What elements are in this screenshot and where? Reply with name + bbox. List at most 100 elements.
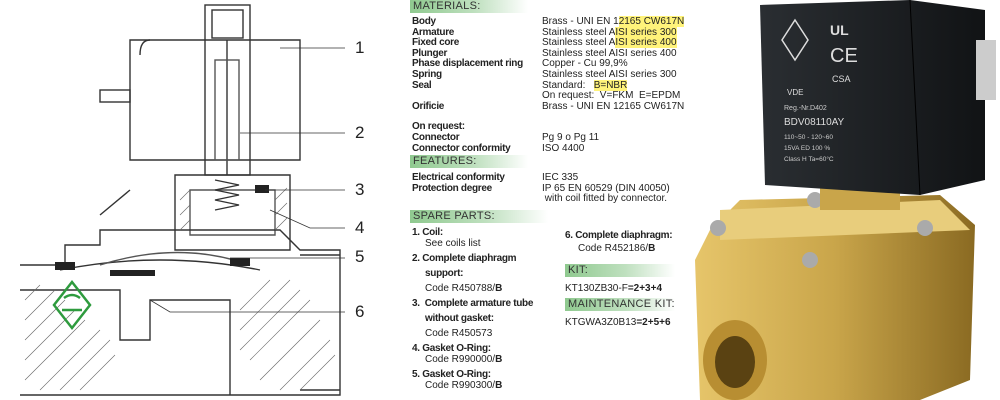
spare-item-code-suffix: B — [495, 283, 503, 294]
spare-item-6-code-text: Code R452186/ — [578, 243, 649, 254]
coil-class: Class H Ta=60°C — [784, 155, 834, 163]
valve-section-diagram — [20, 4, 345, 396]
on-request-label: On request: — [412, 121, 465, 132]
coil-model: BDV08110AY — [784, 117, 845, 128]
spare-item-6-title: 6. Complete diaphragm: — [565, 230, 673, 241]
material-label: Phase displacement ring — [412, 58, 523, 70]
screw-icon — [807, 192, 823, 208]
material-value: Brass - UNI EN 12165 CW617N — [542, 101, 684, 112]
material-label: Spring — [412, 69, 442, 80]
spare-parts-header: SPARE PARTS: — [410, 210, 548, 223]
feature-value: IEC 335 — [542, 172, 579, 183]
material-value-highlight: B=NBR — [593, 79, 628, 91]
material-label: Armature — [412, 26, 455, 38]
material-value-highlight: ISI series 400 — [615, 37, 677, 49]
callout-4: 4 — [355, 218, 365, 237]
feature-label: Electrical conformity — [412, 172, 505, 183]
vde-mark: VDE — [787, 88, 803, 97]
on-request-row-label: Connector conformity — [412, 142, 511, 154]
material-label: Plunger — [412, 47, 448, 59]
callout-3: 3 — [355, 180, 365, 199]
spare-item-title: 3. Complete armature tube — [412, 298, 534, 309]
kit-header: KIT: — [565, 264, 675, 277]
maintenance-kit-header: MAINTENANCE KIT: — [565, 298, 675, 311]
material-value-text: Copper - Cu 99,9% — [542, 58, 628, 70]
spare-item-6-code: Code R452186/B — [578, 243, 655, 254]
valve-product-photo: UL CE CSA VDE Reg.-Nr.D402 BDV08110AY 11… — [695, 0, 996, 400]
spare-item-code-text: Code R990300/ — [425, 380, 496, 391]
spare-item-code: See coils list — [425, 238, 481, 249]
spare-item-code: Code R990000/B — [425, 354, 502, 365]
spare-item-code: Code R450788/B — [425, 283, 502, 294]
coil — [760, 0, 985, 195]
spare-item-title: support: — [425, 268, 464, 279]
material-value: Stainless steel AISI series 400 — [542, 48, 677, 59]
material-value: Stainless steel AISI series 300 — [542, 26, 677, 38]
material-value: On request: V=FKM E=EPDM — [542, 90, 680, 101]
material-value-text: Stainless steel AISI series 400 — [542, 47, 677, 59]
material-label: Body — [412, 16, 436, 27]
material-label: Orificie — [412, 100, 445, 112]
material-value: Brass - UNI EN 12165 CW617N — [542, 16, 685, 27]
spare-item-title: without gasket: — [425, 313, 494, 324]
materials-header: MATERIALS: — [410, 0, 528, 13]
callout-1: 1 — [355, 38, 365, 57]
spare-item-6-code-suffix: B — [648, 243, 656, 254]
material-value: Copper - Cu 99,9% — [542, 58, 628, 69]
callout-6: 6 — [355, 302, 365, 321]
spare-item-title: 5. Gasket O-Ring: — [412, 369, 491, 380]
coil-voltage: 110~50 - 120~60 — [784, 134, 833, 141]
kit-code-text: KT130ZB30-F — [565, 283, 628, 294]
material-value-text: Stainless steel A — [542, 37, 616, 49]
spare-item-code-text: Code R450573 — [425, 328, 493, 339]
spare-item-code-suffix: B — [495, 380, 503, 391]
maintenance-kit-parts: =2+5+6 — [636, 317, 671, 328]
feature-value: IP 65 EN 60529 (DIN 40050) — [542, 182, 670, 194]
screw-icon — [917, 220, 933, 236]
feature-label: Protection degree — [412, 182, 492, 194]
material-value-highlight: ISI series 300 — [615, 26, 677, 38]
ce-mark: CE — [830, 45, 858, 67]
spare-item-code-text: Code R450788/ — [425, 283, 496, 294]
spare-item-title: 1. Coil: — [412, 227, 443, 238]
coil-reg: Reg.-Nr.D402 — [784, 105, 827, 112]
spare-item-title: 4. Gasket O-Ring: — [412, 343, 491, 354]
material-value-text: Standard: — [542, 79, 594, 91]
maintenance-kit-code: KTGWA3Z0B13=2+5+6 — [565, 317, 671, 328]
screw-icon — [802, 252, 818, 268]
ul-mark: UL — [830, 22, 849, 38]
spare-item-code-suffix: B — [495, 354, 503, 365]
features-header: FEATURES: — [410, 155, 528, 168]
material-value-text: Brass - UNI EN 12165 CW617N — [542, 100, 685, 112]
ode-logo-icon — [52, 279, 92, 331]
screw-icon — [710, 220, 726, 236]
coil-power: 15VA ED 100 % — [784, 145, 830, 152]
ode-logo-icon — [781, 18, 809, 62]
feature-value: with coil fitted by connector. — [542, 193, 668, 205]
material-value: Standard: B=NBR — [542, 79, 628, 91]
spare-item-title: 2. Complete diaphragm — [412, 253, 517, 264]
on-request-row-value: Pg 9 o Pg 11 — [542, 132, 600, 143]
callout-2: 2 — [355, 123, 365, 142]
spare-item-code-text: Code R990000/ — [425, 354, 496, 365]
kit-parts: =2+3+4 — [627, 283, 663, 294]
csa-mark: CSA — [832, 74, 851, 84]
material-value-text: Stainless steel AISI series 300 — [542, 69, 677, 80]
on-request-row-label: Connector — [412, 132, 460, 143]
spare-item-code-text: See coils list — [425, 238, 481, 249]
material-label: Seal — [412, 79, 432, 91]
callout-5: 5 — [355, 247, 365, 266]
material-label: Fixed core — [412, 37, 460, 49]
spare-item-code: Code R990300/B — [425, 380, 502, 391]
material-value-text: Brass - UNI EN 1 — [542, 16, 619, 27]
connector-pin — [976, 40, 996, 100]
material-value: Stainless steel AISI series 400 — [542, 37, 677, 49]
kit-code: KT130ZB30-F=2+3+4 — [565, 283, 662, 294]
material-value-text: Stainless steel A — [542, 26, 616, 38]
material-value-text: On request: V=FKM E=EPDM — [542, 90, 681, 102]
spare-item-code: Code R450573 — [425, 328, 492, 339]
on-request-row-value: ISO 4400 — [542, 142, 585, 154]
material-value-highlight: 2165 CW617N — [618, 16, 685, 27]
maintenance-kit-code-text: KTGWA3Z0B13 — [565, 317, 637, 328]
material-value: Stainless steel AISI series 300 — [542, 69, 677, 80]
